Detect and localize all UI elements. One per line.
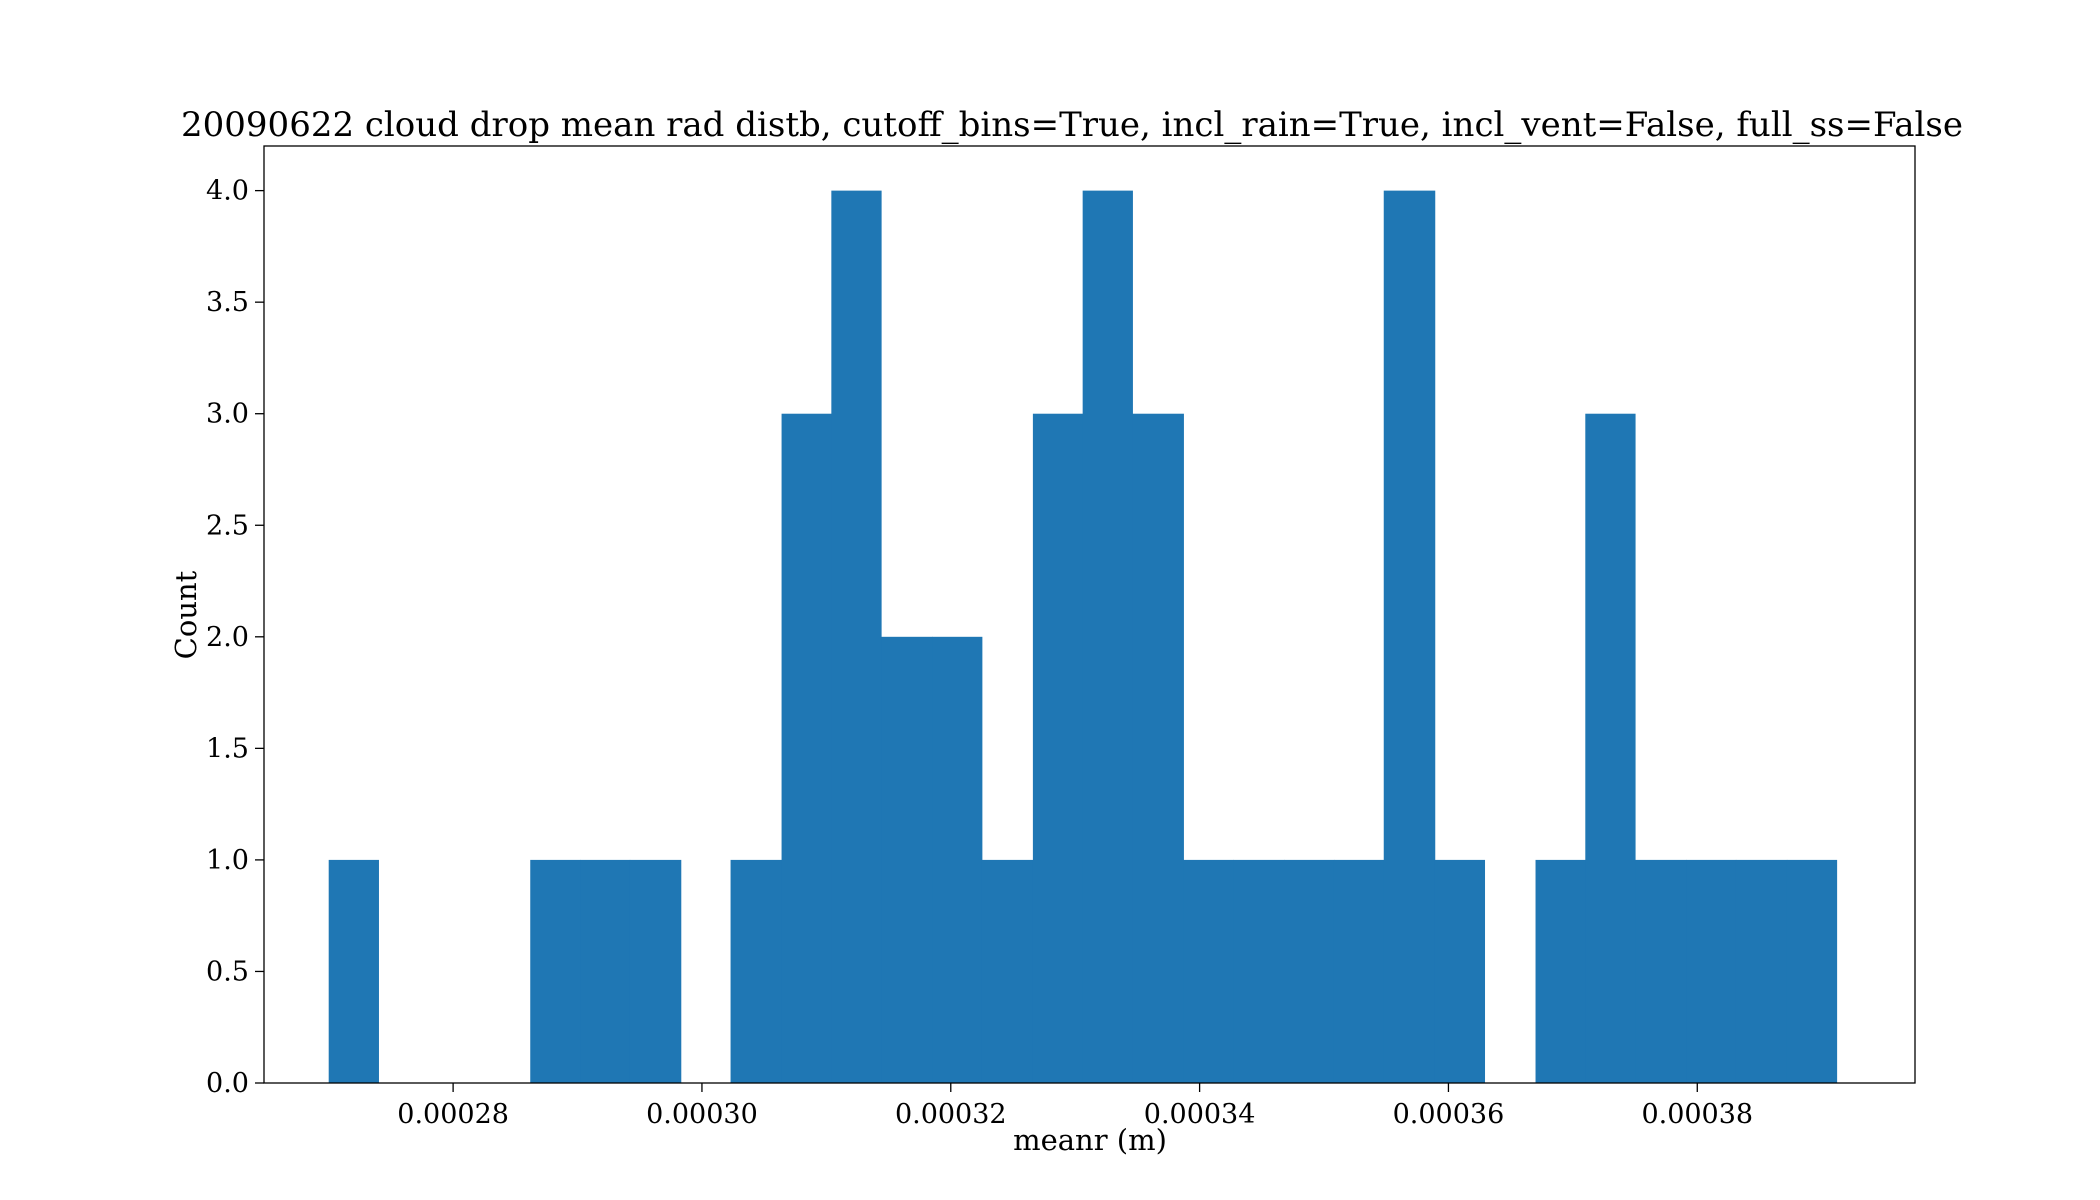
- x-tick-label: 0.00036: [1393, 1099, 1505, 1130]
- histogram-bar: [881, 636, 933, 1083]
- x-tick-label: 0.00038: [1641, 1099, 1753, 1130]
- histogram-bar: [1635, 859, 1687, 1083]
- histogram-bar: [1032, 413, 1084, 1084]
- histogram-bar: [1082, 190, 1133, 1083]
- histogram-bar: [530, 859, 581, 1083]
- histogram-bar: [328, 859, 379, 1083]
- histogram-bar: [730, 859, 783, 1083]
- x-tick-label: 0.00028: [397, 1099, 509, 1130]
- histogram-bar: [1383, 190, 1436, 1083]
- histogram-bar: [1333, 859, 1385, 1083]
- y-tick-label: 0.0: [206, 1068, 249, 1099]
- histogram-bar: [1585, 413, 1636, 1084]
- histogram-bar: [1284, 859, 1335, 1083]
- bars-group: [328, 190, 1838, 1084]
- histogram-bar: [781, 413, 832, 1084]
- histogram-bar: [1434, 859, 1486, 1083]
- y-tick-label: 1.0: [206, 845, 249, 876]
- x-tick-label: 0.00030: [646, 1099, 758, 1130]
- y-tick-label: 2.0: [206, 622, 249, 653]
- histogram-bar: [831, 190, 882, 1083]
- histogram-bar: [981, 859, 1034, 1083]
- x-axis-label: meanr (m): [1013, 1123, 1167, 1157]
- histogram-bar: [629, 859, 682, 1083]
- y-axis: 0.0 0.5 1.0 1.5 2.0 2.5 3.0 3.5 4.0: [206, 176, 264, 1099]
- y-axis-label: Count: [169, 570, 203, 659]
- histogram-bar: [932, 636, 983, 1083]
- x-tick-label: 0.00034: [1144, 1099, 1256, 1130]
- histogram-bar: [1535, 859, 1586, 1083]
- y-tick-label: 0.5: [206, 956, 249, 987]
- histogram-bar: [580, 859, 631, 1083]
- histogram-bar: [1786, 859, 1838, 1083]
- histogram-bar: [1183, 859, 1234, 1083]
- x-tick-label: 0.00032: [895, 1099, 1007, 1130]
- histogram-bar: [1233, 859, 1285, 1083]
- histogram-bar: [1686, 859, 1737, 1083]
- y-tick-label: 1.5: [206, 733, 249, 764]
- axes-frame: [263, 145, 1916, 1084]
- histogram-bar: [1132, 413, 1184, 1084]
- y-tick-label: 3.5: [206, 287, 249, 318]
- y-tick-label: 2.5: [206, 510, 249, 541]
- x-axis: 0.00028 0.00030 0.00032 0.00034 0.00036 0.000…: [397, 1083, 1753, 1130]
- y-tick-label: 4.0: [206, 176, 249, 207]
- y-tick-label: 3.0: [206, 399, 249, 430]
- chart-title: 20090622 cloud drop mean rad distb, cuto…: [181, 105, 1963, 145]
- histogram-bar: [1735, 859, 1788, 1083]
